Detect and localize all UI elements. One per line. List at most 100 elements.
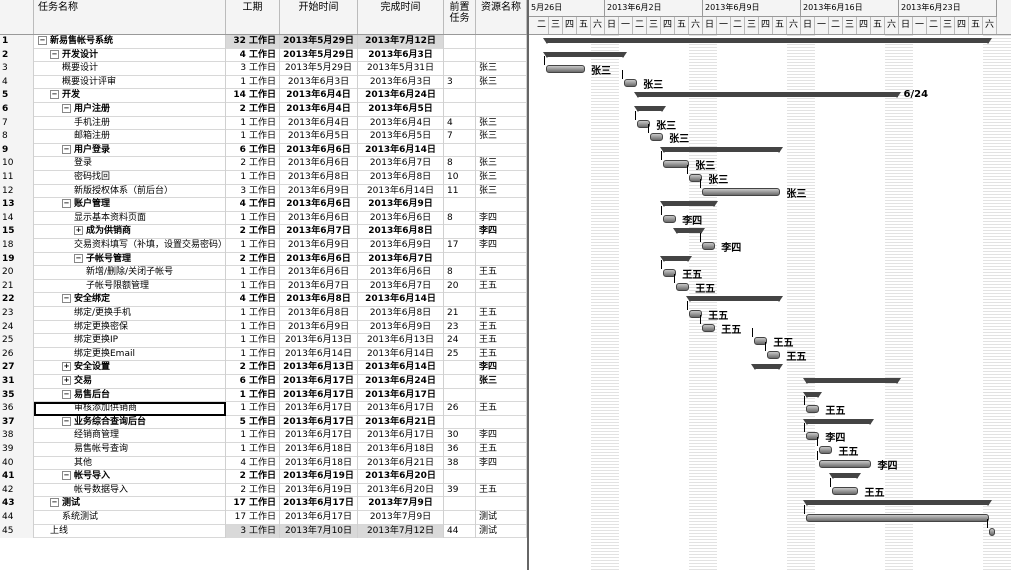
task-bar[interactable] (702, 242, 716, 250)
start-cell[interactable]: 2013年6月9日 (280, 239, 358, 253)
resource-cell[interactable] (476, 252, 527, 267)
resource-cell[interactable]: 王五 (476, 320, 527, 335)
table-row[interactable]: 23 绑定/更换手机 1 工作日 2013年6月8日 2013年6月8日 21 王五 (0, 307, 527, 321)
row-id[interactable]: 24 (0, 320, 34, 335)
end-cell[interactable]: 2013年6月6日 (358, 266, 444, 280)
row-id[interactable]: 14 (0, 211, 34, 226)
end-cell[interactable]: 2013年6月5日 (358, 103, 444, 117)
task-name-cell[interactable]: 绑定更换Email (34, 347, 226, 362)
task-bar[interactable] (754, 337, 768, 346)
resource-cell[interactable] (476, 470, 527, 484)
table-row[interactable]: 18 交易资料填写（补填，设置交易密码） 1 工作日 2013年6月9日 2013年6月… (0, 239, 527, 253)
end-cell[interactable]: 2013年7月9日 (358, 511, 444, 525)
duration-cell[interactable]: 3 工作日 (226, 524, 280, 539)
header-task-name[interactable]: 任务名称 (34, 0, 226, 34)
start-cell[interactable]: 2013年6月17日 (280, 375, 358, 389)
end-cell[interactable]: 2013年6月18日 (358, 443, 444, 457)
end-cell[interactable]: 2013年6月14日 (358, 347, 444, 362)
end-cell[interactable]: 2013年6月3日 (358, 48, 444, 63)
task-bar[interactable] (702, 187, 781, 196)
predecessor-cell[interactable] (444, 252, 476, 267)
start-cell[interactable]: 2013年6月6日 (280, 157, 358, 171)
table-row[interactable]: 1− 新易售帐号系统 32 工作日 2013年5月29日 2013年7月12日 (0, 35, 527, 49)
header-predecessor[interactable]: 前置 任务 (444, 0, 476, 34)
predecessor-cell[interactable]: 4 (444, 116, 476, 131)
table-row[interactable]: 25 绑定更换IP 1 工作日 2013年6月13日 2013年6月13日 24 王五 (0, 334, 527, 348)
expand-icon[interactable]: + (62, 362, 71, 372)
row-id[interactable]: 41 (0, 470, 34, 484)
task-bar[interactable] (806, 514, 989, 522)
resource-cell[interactable]: 测试 (476, 511, 527, 525)
summary-bar[interactable] (803, 391, 823, 398)
summary-bar[interactable] (673, 228, 706, 235)
end-cell[interactable]: 2013年6月8日 (358, 171, 444, 185)
task-bar[interactable] (702, 323, 716, 332)
resource-cell[interactable]: 张三 (476, 171, 527, 185)
table-row[interactable]: 4 概要设计评审 1 工作日 2013年6月3日 2013年6月3日 3 张三 (0, 75, 527, 90)
resource-cell[interactable] (476, 89, 527, 103)
duration-cell[interactable]: 2 工作日 (226, 103, 280, 117)
predecessor-cell[interactable] (444, 198, 476, 212)
predecessor-cell[interactable]: 8 (444, 211, 476, 226)
table-row[interactable]: 15 + 成为供销商 2 工作日 2013年6月7日 2013年6月8日 李四 (0, 225, 527, 239)
table-row[interactable]: 11 密码找回 1 工作日 2013年6月8日 2013年6月8日 10 张三 (0, 171, 527, 185)
predecessor-cell[interactable]: 17 (444, 239, 476, 253)
end-cell[interactable]: 2013年7月9日 (358, 497, 444, 511)
predecessor-cell[interactable]: 38 (444, 456, 476, 471)
end-cell[interactable]: 2013年6月13日 (358, 334, 444, 348)
start-cell[interactable]: 2013年6月9日 (280, 184, 358, 199)
task-bar[interactable] (689, 310, 703, 318)
table-row[interactable]: 41− 帐号导入 2 工作日 2013年6月19日 2013年6月20日 (0, 470, 527, 484)
start-cell[interactable]: 2013年6月17日 (280, 388, 358, 403)
start-cell[interactable]: 2013年6月4日 (280, 116, 358, 131)
table-row[interactable]: 45 上线 3 工作日 2013年7月10日 2013年7月12日 44 测试 (0, 524, 527, 539)
duration-cell[interactable]: 1 工作日 (226, 402, 280, 416)
start-cell[interactable]: 2013年6月7日 (280, 225, 358, 239)
start-cell[interactable]: 2013年6月8日 (280, 307, 358, 321)
row-id[interactable]: 3 (0, 62, 34, 76)
start-cell[interactable]: 2013年6月13日 (280, 361, 358, 375)
end-cell[interactable]: 2013年6月17日 (358, 429, 444, 443)
duration-cell[interactable]: 2 工作日 (226, 252, 280, 267)
predecessor-cell[interactable]: 30 (444, 429, 476, 443)
task-name-cell[interactable]: 绑定/更换手机 (34, 307, 226, 321)
start-cell[interactable]: 2013年5月29日 (280, 62, 358, 76)
row-id[interactable]: 5 (0, 89, 34, 103)
end-cell[interactable]: 2013年6月14日 (358, 361, 444, 375)
predecessor-cell[interactable] (444, 293, 476, 307)
collapse-icon[interactable]: − (62, 104, 71, 113)
task-name-cell[interactable]: 审核添加供销商 (34, 402, 226, 416)
table-row[interactable]: 2− 开发设计 4 工作日 2013年5月29日 2013年6月3日 (0, 48, 527, 63)
end-cell[interactable]: 2013年6月14日 (358, 184, 444, 199)
table-row[interactable]: 7 手机注册 1 工作日 2013年6月4日 2013年6月4日 4 张三 (0, 116, 527, 131)
resource-cell[interactable] (476, 497, 527, 511)
resource-cell[interactable]: 王五 (476, 266, 527, 280)
table-row[interactable]: 6− 用户注册 2 工作日 2013年6月4日 2013年6月5日 (0, 103, 527, 117)
start-cell[interactable]: 2013年5月29日 (280, 48, 358, 63)
collapse-icon[interactable]: − (50, 498, 59, 508)
header-duration[interactable]: 工期 (226, 0, 280, 34)
duration-cell[interactable]: 1 工作日 (226, 171, 280, 185)
summary-bar[interactable] (751, 364, 784, 371)
start-cell[interactable]: 2013年6月8日 (280, 293, 358, 307)
start-cell[interactable]: 2013年5月29日 (280, 35, 358, 49)
row-id[interactable]: 10 (0, 157, 34, 171)
predecessor-cell[interactable]: 36 (444, 443, 476, 457)
task-bar[interactable] (650, 133, 664, 142)
duration-cell[interactable]: 1 工作日 (226, 75, 280, 90)
resource-cell[interactable]: 张三 (476, 116, 527, 131)
predecessor-cell[interactable]: 3 (444, 75, 476, 90)
task-bar[interactable] (663, 214, 677, 223)
predecessor-cell[interactable]: 10 (444, 171, 476, 185)
task-name-cell[interactable]: 绑定更换IP (34, 334, 226, 348)
predecessor-cell[interactable] (444, 103, 476, 117)
end-cell[interactable]: 2013年6月17日 (358, 388, 444, 403)
duration-cell[interactable]: 14 工作日 (226, 89, 280, 103)
task-name-cell[interactable]: − 账户管理 (34, 198, 226, 212)
table-row[interactable]: 10 登录 2 工作日 2013年6月6日 2013年6月7日 8 张三 (0, 157, 527, 171)
row-id[interactable]: 20 (0, 266, 34, 280)
end-cell[interactable]: 2013年6月7日 (358, 252, 444, 267)
start-cell[interactable]: 2013年6月17日 (280, 511, 358, 525)
start-cell[interactable]: 2013年6月6日 (280, 266, 358, 280)
duration-cell[interactable]: 4 工作日 (226, 456, 280, 471)
